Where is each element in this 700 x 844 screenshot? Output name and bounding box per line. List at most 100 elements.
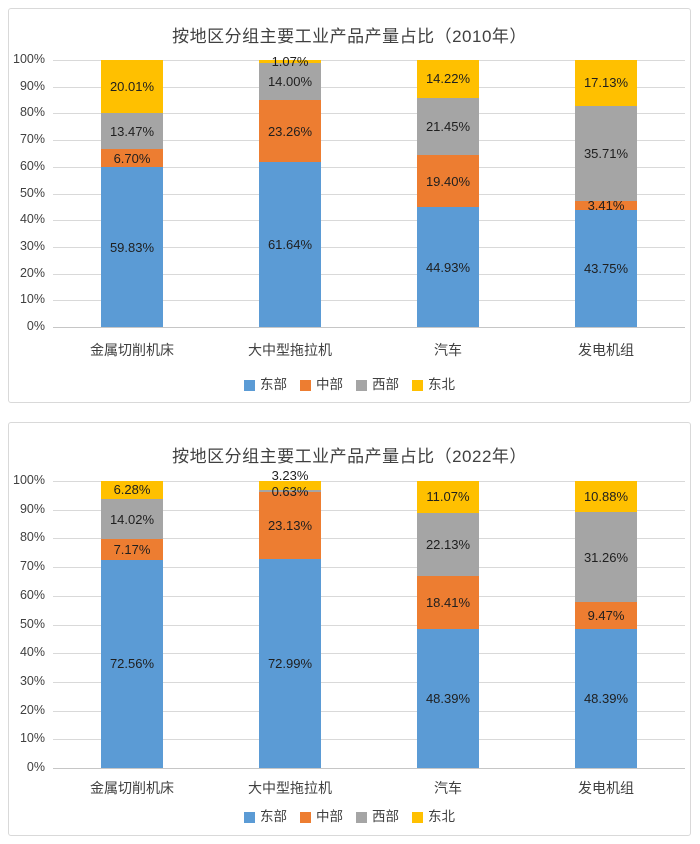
bar-segment-west [101, 498, 163, 540]
bar-segment-northeast [417, 60, 479, 98]
y-tick-label: 80% [19, 530, 45, 545]
legend-swatch-icon [412, 811, 423, 823]
bar-segment-northeast [101, 480, 163, 499]
bar-segment-northeast [575, 60, 637, 106]
legend-2010: 东部 中部 西部 东北 [9, 377, 690, 393]
y-tick-label: 0% [26, 319, 45, 333]
gridline [53, 510, 685, 511]
bar-2 [259, 481, 321, 768]
legend-2022: 东部 中部 西部 东北 [9, 809, 690, 825]
bar-segment-east [417, 207, 479, 327]
x-category-label: 汽车 [434, 342, 462, 358]
chart-title-2022: 按地区分组主要工业产品产量占比（2022年） [172, 447, 527, 466]
legend-item-west: 西部 [356, 377, 399, 393]
x-category-label: 发电机组 [578, 342, 634, 358]
bar-segment-east [575, 210, 637, 327]
y-tick-label: 50% [19, 616, 45, 631]
gridline [53, 194, 685, 195]
bar-segment-central [259, 492, 321, 559]
x-category-label: 汽车 [434, 780, 462, 796]
y-tick-label: 20% [19, 265, 45, 280]
gridline [53, 481, 685, 482]
chart-panel-2010: 按地区分组主要工业产品产量占比（2010年） 59.83% 6.70% 13.47%… [8, 8, 691, 403]
legend-item-northeast: 东北 [412, 377, 455, 393]
y-tick-label: 50% [19, 185, 45, 200]
gridline [53, 596, 685, 597]
gridline [53, 538, 685, 539]
y-tick-label: 70% [19, 559, 45, 574]
y-tick-label: 100% [13, 52, 45, 66]
bar-segment-central [101, 149, 163, 168]
gridline [53, 300, 685, 301]
legend-item-east: 东部 [244, 377, 287, 393]
legend-swatch-icon [412, 379, 423, 391]
legend-label: 中部 [316, 377, 343, 392]
gridline [53, 87, 685, 88]
x-category-label: 大中型拖拉机 [248, 780, 332, 796]
bar-segment-west [259, 62, 321, 101]
x-category-label: 金属切削机床 [90, 780, 174, 796]
bar-segment-east [259, 162, 321, 327]
gridline [53, 247, 685, 248]
gridline [53, 567, 685, 568]
gridline [53, 327, 685, 328]
legend-item-west: 西部 [356, 809, 399, 825]
bar-4 [575, 60, 637, 327]
bar-segment-central [575, 601, 637, 630]
y-tick-label: 40% [19, 212, 45, 227]
y-tick-label: 100% [13, 473, 45, 487]
gridline [53, 768, 685, 769]
legend-swatch-icon [356, 811, 367, 823]
y-tick-label: 60% [19, 158, 45, 173]
gridline [53, 682, 685, 683]
gridline [53, 739, 685, 740]
legend-swatch-icon [244, 379, 255, 391]
plot-area-2010: 59.83% 6.70% 13.47% 20.01% 61.64% 23.26% 14.00… [53, 54, 685, 328]
y-tick-label: 20% [19, 702, 45, 717]
legend-item-central: 中部 [300, 377, 343, 393]
y-tick-label: 90% [19, 78, 45, 93]
legend-label: 东北 [428, 377, 455, 392]
bar-segment-west [417, 97, 479, 156]
chart-title-2010: 按地区分组主要工业产品产量占比（2010年） [172, 27, 527, 46]
y-tick-label: 30% [19, 238, 45, 253]
bar-segment-west [259, 490, 321, 493]
bar-1 [101, 480, 163, 768]
bar-3 [417, 60, 479, 327]
bar-segment-west [575, 105, 637, 202]
y-tick-label: 60% [19, 587, 45, 602]
legend-label: 东部 [260, 809, 287, 824]
gridline [53, 625, 685, 626]
bar-segment-east [101, 559, 163, 768]
legend-label: 中部 [316, 809, 343, 824]
bar-segment-east [575, 629, 637, 768]
y-tick-label: 10% [19, 292, 45, 307]
bar-segment-central [259, 100, 321, 163]
y-tick-label: 30% [19, 673, 45, 688]
bar-segment-east [259, 558, 321, 768]
legend-label: 西部 [372, 377, 399, 392]
legend-item-east: 东部 [244, 809, 287, 825]
y-tick-label: 90% [19, 501, 45, 516]
y-tick-label: 0% [26, 760, 45, 774]
gridline [53, 220, 685, 221]
bar-segment-northeast [259, 60, 321, 63]
bar-2 [259, 60, 321, 327]
gridline [53, 140, 685, 141]
bar-segment-central [417, 576, 479, 630]
legend-item-northeast: 东北 [412, 809, 455, 825]
gridline [53, 167, 685, 168]
bar-segment-northeast [259, 481, 321, 491]
gridline [53, 113, 685, 114]
y-tick-label: 80% [19, 105, 45, 120]
bar-segment-west [575, 512, 637, 602]
gridline [53, 711, 685, 712]
plot-area-2022: 72.56% 7.17% 14.02% 6.28% 72.99% 23.13% 0.63% 3… [53, 468, 685, 769]
y-tick-label: 40% [19, 645, 45, 660]
x-category-label: 发电机组 [578, 780, 634, 796]
bar-segment-northeast [101, 59, 163, 114]
x-category-label: 金属切削机床 [90, 342, 174, 358]
legend-swatch-icon [300, 379, 311, 391]
gridline [53, 274, 685, 275]
